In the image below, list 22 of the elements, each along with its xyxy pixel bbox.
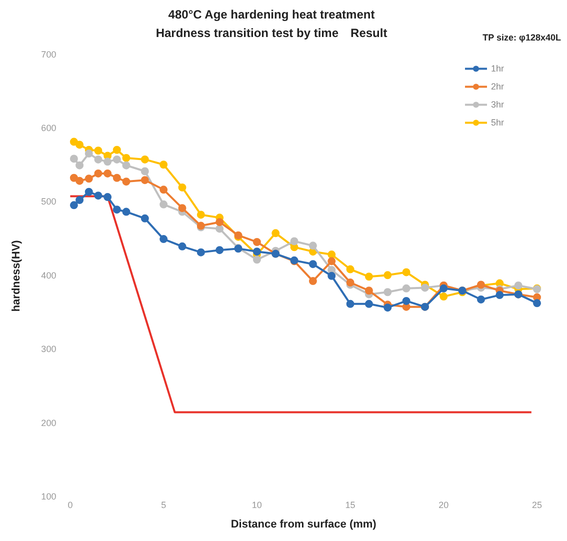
- y-tick-label: 100: [41, 491, 56, 502]
- y-tick-label: 300: [41, 344, 56, 354]
- x-tick-label: 15: [345, 500, 356, 510]
- legend-label: 1hr: [491, 63, 504, 74]
- y-tick-label: 700: [41, 49, 56, 60]
- y-tick-label: 500: [41, 196, 56, 207]
- x-tick-label: 5: [161, 500, 166, 510]
- legend-label: 3hr: [491, 99, 504, 110]
- text: TP size: φ128x40L: [482, 32, 562, 42]
- x-tick-label: 0: [68, 500, 73, 510]
- y-tick-label: 600: [41, 122, 56, 133]
- legend-label: 5hr: [491, 117, 504, 128]
- chart-subtitle: Hardness transition test by time Result: [156, 26, 388, 40]
- y-tick-label: 400: [41, 270, 56, 280]
- x-axis-title: Distance from surface (mm): [230, 518, 377, 530]
- x-tick-label: 10: [252, 500, 262, 510]
- y-axis-title: hardness(HV): [10, 240, 23, 312]
- x-tick-label: 20: [438, 500, 449, 510]
- chart-title: 480°C Age hardening heat treatment: [168, 8, 375, 22]
- y-tick-label: 200: [41, 418, 56, 428]
- legend-label: 2hr: [491, 81, 504, 92]
- x-tick-label: 25: [532, 500, 542, 510]
